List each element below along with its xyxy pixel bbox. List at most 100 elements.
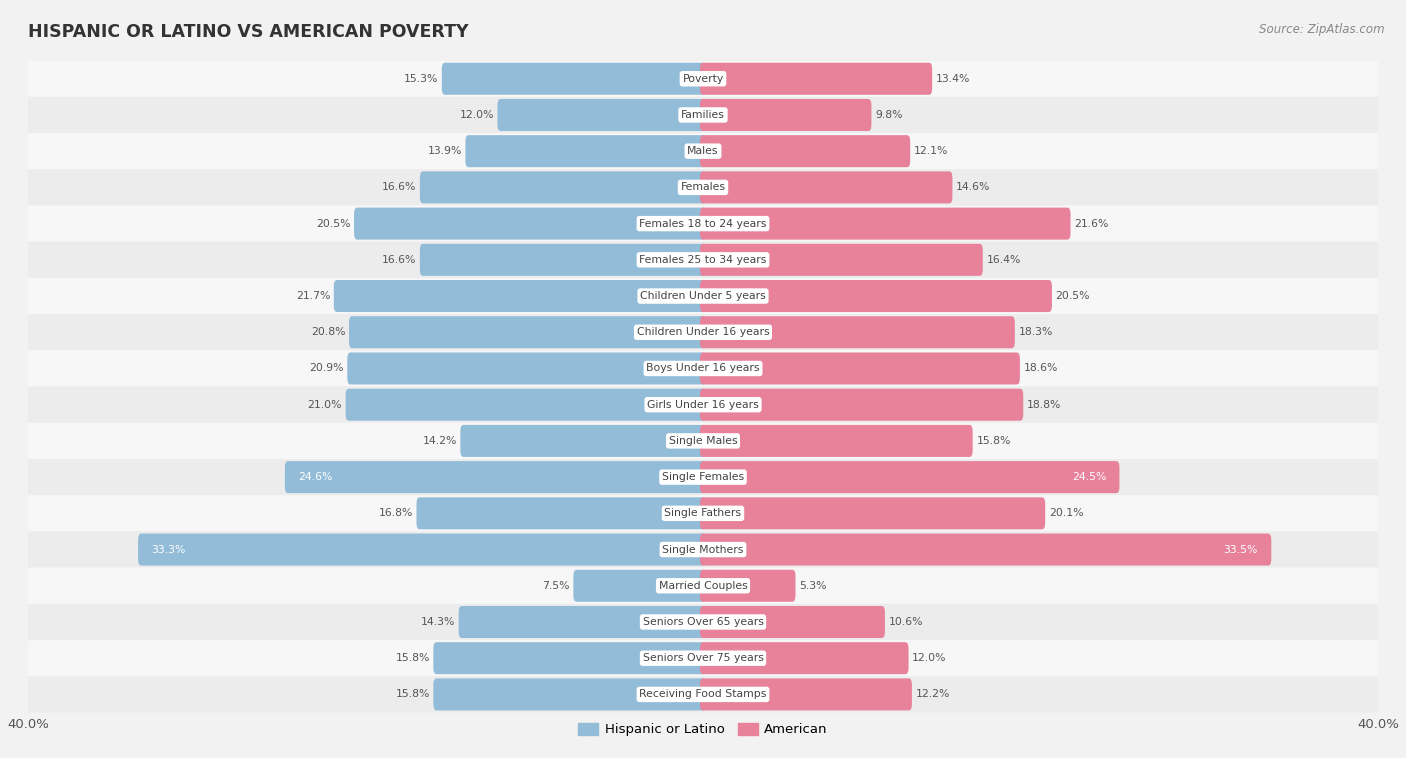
Text: Boys Under 16 years: Boys Under 16 years <box>647 364 759 374</box>
FancyBboxPatch shape <box>700 280 1052 312</box>
Text: Single Males: Single Males <box>669 436 737 446</box>
FancyBboxPatch shape <box>28 205 1378 242</box>
Text: 20.5%: 20.5% <box>316 218 350 229</box>
FancyBboxPatch shape <box>700 461 1119 493</box>
Text: Children Under 16 years: Children Under 16 years <box>637 327 769 337</box>
FancyBboxPatch shape <box>28 133 1378 169</box>
Text: 20.1%: 20.1% <box>1049 509 1084 518</box>
Text: 15.8%: 15.8% <box>395 653 430 663</box>
FancyBboxPatch shape <box>28 242 1378 278</box>
FancyBboxPatch shape <box>28 278 1378 314</box>
FancyBboxPatch shape <box>333 280 706 312</box>
Text: 7.5%: 7.5% <box>543 581 569 590</box>
Text: 24.5%: 24.5% <box>1071 472 1107 482</box>
FancyBboxPatch shape <box>28 97 1378 133</box>
Text: 18.8%: 18.8% <box>1026 399 1062 409</box>
Text: 13.9%: 13.9% <box>427 146 461 156</box>
FancyBboxPatch shape <box>285 461 706 493</box>
Text: 14.2%: 14.2% <box>422 436 457 446</box>
FancyBboxPatch shape <box>700 570 796 602</box>
FancyBboxPatch shape <box>28 459 1378 495</box>
FancyBboxPatch shape <box>700 316 1015 348</box>
Text: 5.3%: 5.3% <box>799 581 827 590</box>
FancyBboxPatch shape <box>28 568 1378 604</box>
FancyBboxPatch shape <box>347 352 706 384</box>
Text: 10.6%: 10.6% <box>889 617 924 627</box>
Text: 24.6%: 24.6% <box>298 472 332 482</box>
Text: Males: Males <box>688 146 718 156</box>
FancyBboxPatch shape <box>28 350 1378 387</box>
FancyBboxPatch shape <box>700 534 1271 565</box>
Text: 20.9%: 20.9% <box>309 364 343 374</box>
FancyBboxPatch shape <box>28 640 1378 676</box>
Text: Families: Families <box>681 110 725 120</box>
FancyBboxPatch shape <box>28 531 1378 568</box>
FancyBboxPatch shape <box>441 63 706 95</box>
Text: 18.6%: 18.6% <box>1024 364 1057 374</box>
FancyBboxPatch shape <box>346 389 706 421</box>
Text: Single Fathers: Single Fathers <box>665 509 741 518</box>
Text: 12.2%: 12.2% <box>915 690 950 700</box>
Legend: Hispanic or Latino, American: Hispanic or Latino, American <box>574 718 832 742</box>
FancyBboxPatch shape <box>700 389 1024 421</box>
FancyBboxPatch shape <box>28 604 1378 640</box>
FancyBboxPatch shape <box>458 606 706 638</box>
FancyBboxPatch shape <box>574 570 706 602</box>
Text: Seniors Over 65 years: Seniors Over 65 years <box>643 617 763 627</box>
Text: 12.0%: 12.0% <box>912 653 946 663</box>
Text: Females: Females <box>681 183 725 193</box>
Text: 20.5%: 20.5% <box>1056 291 1090 301</box>
Text: Single Mothers: Single Mothers <box>662 544 744 555</box>
FancyBboxPatch shape <box>28 676 1378 713</box>
Text: Source: ZipAtlas.com: Source: ZipAtlas.com <box>1260 23 1385 36</box>
Text: Receiving Food Stamps: Receiving Food Stamps <box>640 690 766 700</box>
Text: Married Couples: Married Couples <box>658 581 748 590</box>
Text: 14.3%: 14.3% <box>420 617 456 627</box>
FancyBboxPatch shape <box>700 497 1045 529</box>
FancyBboxPatch shape <box>349 316 706 348</box>
Text: 21.7%: 21.7% <box>295 291 330 301</box>
FancyBboxPatch shape <box>700 99 872 131</box>
Text: 16.6%: 16.6% <box>382 183 416 193</box>
FancyBboxPatch shape <box>420 244 706 276</box>
FancyBboxPatch shape <box>433 678 706 710</box>
FancyBboxPatch shape <box>700 352 1019 384</box>
Text: Girls Under 16 years: Girls Under 16 years <box>647 399 759 409</box>
Text: 9.8%: 9.8% <box>875 110 903 120</box>
FancyBboxPatch shape <box>28 314 1378 350</box>
FancyBboxPatch shape <box>700 208 1070 240</box>
FancyBboxPatch shape <box>420 171 706 203</box>
FancyBboxPatch shape <box>700 135 910 168</box>
FancyBboxPatch shape <box>138 534 706 565</box>
Text: Poverty: Poverty <box>682 74 724 83</box>
FancyBboxPatch shape <box>28 387 1378 423</box>
FancyBboxPatch shape <box>700 171 952 203</box>
Text: HISPANIC OR LATINO VS AMERICAN POVERTY: HISPANIC OR LATINO VS AMERICAN POVERTY <box>28 23 468 41</box>
Text: 33.3%: 33.3% <box>152 544 186 555</box>
Text: Seniors Over 75 years: Seniors Over 75 years <box>643 653 763 663</box>
FancyBboxPatch shape <box>498 99 706 131</box>
FancyBboxPatch shape <box>28 495 1378 531</box>
FancyBboxPatch shape <box>700 642 908 674</box>
Text: 12.0%: 12.0% <box>460 110 494 120</box>
Text: 16.8%: 16.8% <box>378 509 413 518</box>
Text: Females 18 to 24 years: Females 18 to 24 years <box>640 218 766 229</box>
Text: Children Under 5 years: Children Under 5 years <box>640 291 766 301</box>
FancyBboxPatch shape <box>416 497 706 529</box>
FancyBboxPatch shape <box>700 244 983 276</box>
FancyBboxPatch shape <box>28 169 1378 205</box>
FancyBboxPatch shape <box>460 425 706 457</box>
Text: Single Females: Single Females <box>662 472 744 482</box>
Text: 16.6%: 16.6% <box>382 255 416 265</box>
FancyBboxPatch shape <box>354 208 706 240</box>
Text: 21.6%: 21.6% <box>1074 218 1108 229</box>
Text: 12.1%: 12.1% <box>914 146 948 156</box>
FancyBboxPatch shape <box>700 606 884 638</box>
FancyBboxPatch shape <box>433 642 706 674</box>
Text: Females 25 to 34 years: Females 25 to 34 years <box>640 255 766 265</box>
Text: 21.0%: 21.0% <box>308 399 342 409</box>
FancyBboxPatch shape <box>700 63 932 95</box>
FancyBboxPatch shape <box>700 425 973 457</box>
Text: 18.3%: 18.3% <box>1018 327 1053 337</box>
Text: 15.3%: 15.3% <box>404 74 439 83</box>
